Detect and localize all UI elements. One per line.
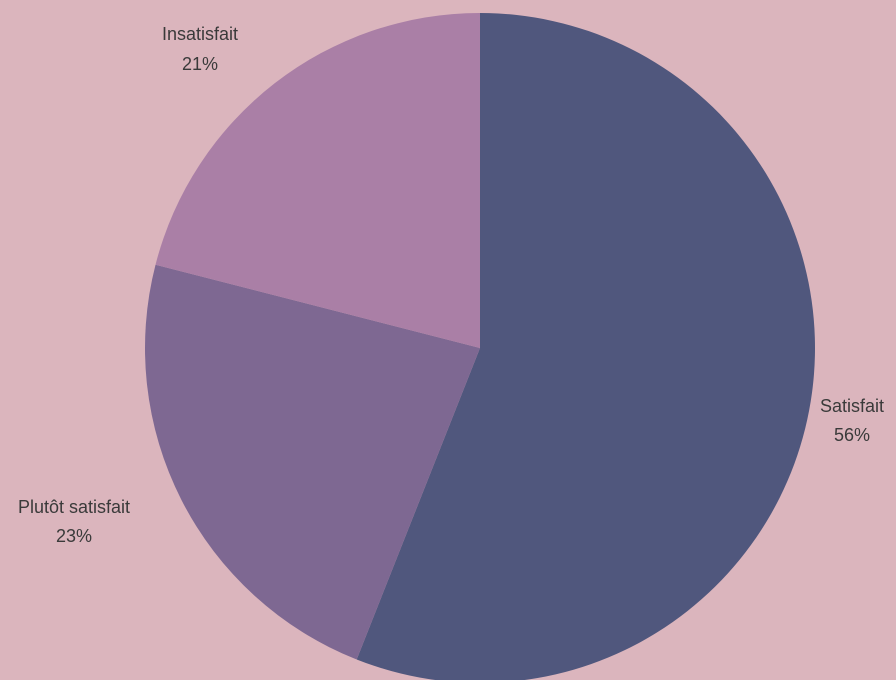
pie-slices xyxy=(145,13,815,680)
slice-value-label: 23% xyxy=(56,526,92,546)
slice-value-label: 56% xyxy=(834,425,870,445)
pie-slice-insatisfait xyxy=(155,13,480,348)
pie-slice-plut-t-satisfait xyxy=(145,264,481,660)
slice-label: Plutôt satisfait xyxy=(18,497,130,517)
slice-label: Insatisfait xyxy=(162,24,238,44)
slice-value-label: 21% xyxy=(182,54,218,74)
pie-labels: Satisfait 56% Plutôt satisfait 23% Insatisfa… xyxy=(18,24,884,546)
pie-slice-satisfait xyxy=(356,13,815,680)
slice-label: Satisfait xyxy=(820,396,884,416)
